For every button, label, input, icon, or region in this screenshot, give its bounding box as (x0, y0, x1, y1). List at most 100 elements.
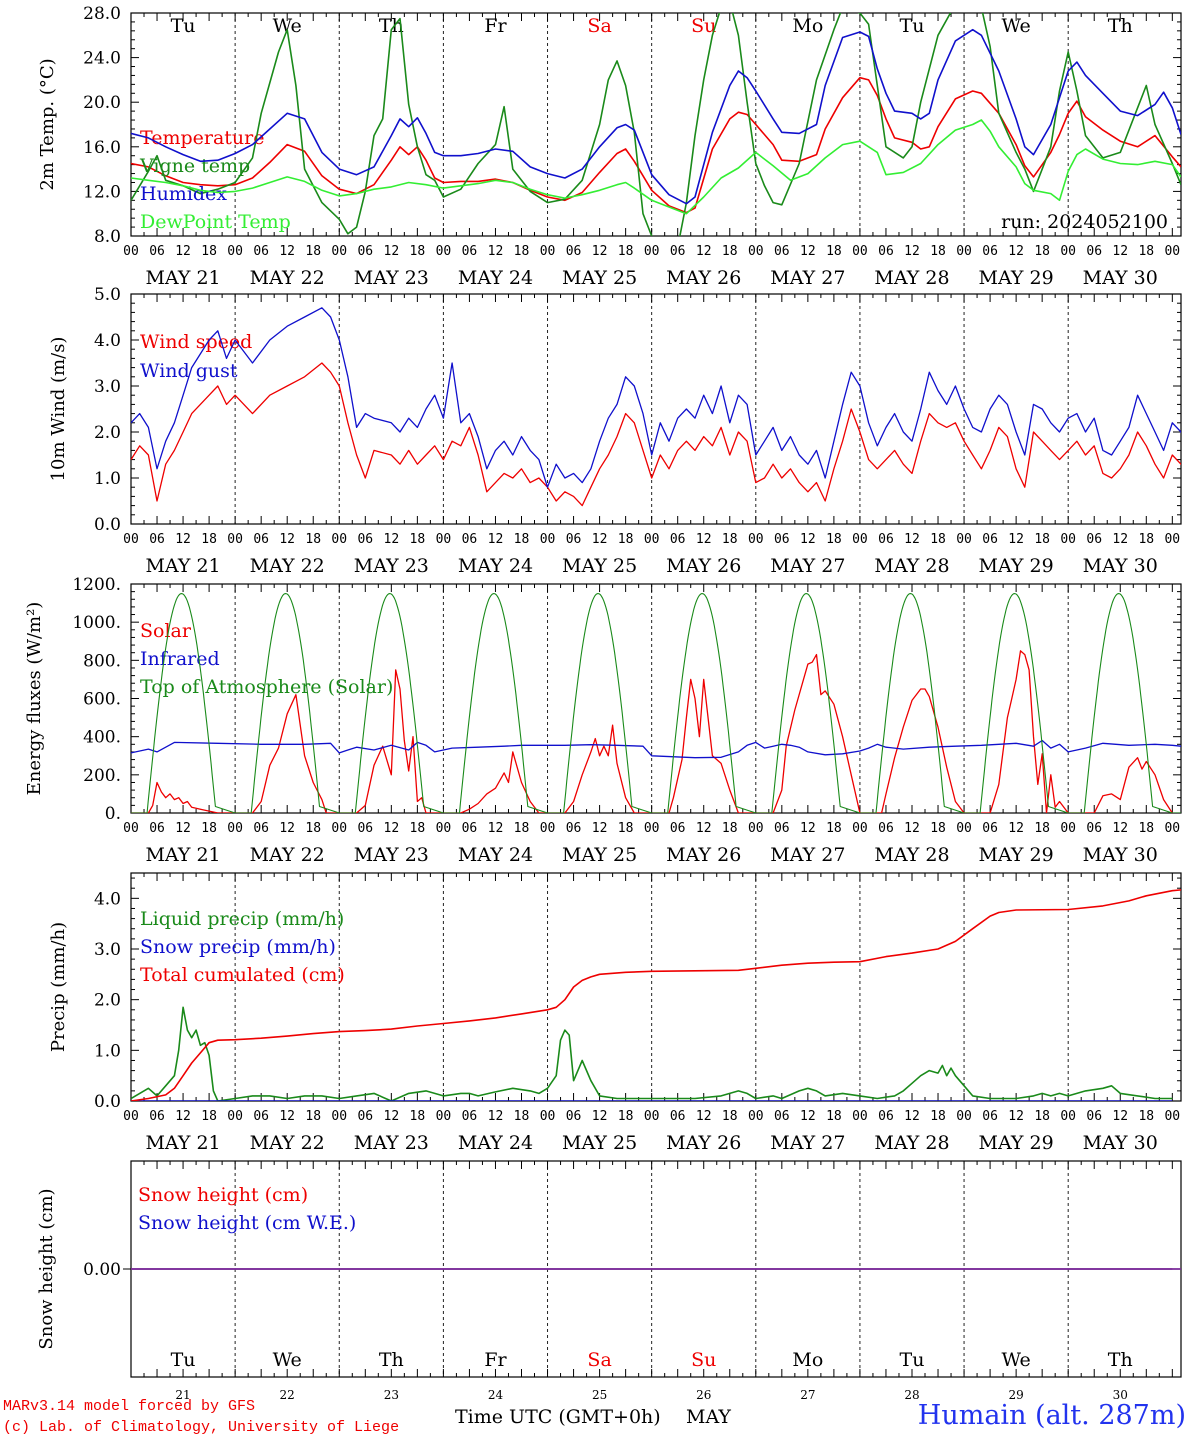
hour-tick-label: 00 (540, 1109, 556, 1124)
hour-tick-label: 00 (1164, 1109, 1180, 1124)
hour-tick-label: 00 (644, 532, 660, 547)
hour-tick-label: 12 (384, 821, 400, 836)
y-tick-label: 3.0 (94, 940, 121, 960)
date-label: MAY 24 (458, 1132, 533, 1154)
hour-tick-label: 06 (774, 532, 790, 547)
hour-tick-label: 12 (696, 1109, 712, 1124)
date-label: MAY 23 (354, 844, 429, 866)
day-number-label: 29 (1008, 1388, 1023, 1402)
day-number-label: 21 (175, 1388, 190, 1402)
hour-tick-label: 06 (670, 532, 686, 547)
series-wind-gust (131, 307, 1181, 488)
series-wind-speed (131, 362, 1181, 507)
station-title: Humain (alt. 287m) (917, 1400, 1186, 1431)
date-label: MAY 30 (1083, 844, 1158, 866)
hour-tick-label: 18 (722, 532, 738, 547)
hour-tick-label: 06 (878, 1109, 894, 1124)
hour-tick-label: 12 (1008, 532, 1024, 547)
date-label: MAY 26 (666, 1132, 741, 1154)
panel-frame (130, 583, 1182, 814)
hour-tick-label: 06 (462, 532, 478, 547)
hour-tick-label: 00 (227, 1109, 243, 1124)
bottom-weekday-label: Th (379, 1349, 404, 1371)
hour-tick-label: 18 (305, 1109, 321, 1124)
date-label: MAY 22 (250, 555, 325, 577)
hour-tick-label: 06 (566, 532, 582, 547)
hour-tick-label: 00 (436, 1109, 452, 1124)
hour-tick-label: 00 (956, 532, 972, 547)
hour-tick-label: 18 (410, 821, 426, 836)
weekday-label: Su (691, 15, 716, 37)
bottom-weekday-label: We (1002, 1349, 1031, 1371)
panel-2 (130, 293, 1182, 525)
y-tick-label: 0.0 (94, 515, 121, 535)
day-number-label: 26 (696, 1388, 711, 1402)
legend-series-wind-speed: Wind speed (140, 331, 252, 353)
day-number-label: 25 (592, 1388, 607, 1402)
hour-tick-label: 18 (201, 532, 217, 547)
weekday-label: Mo (792, 15, 823, 37)
date-label: MAY 29 (979, 267, 1054, 289)
day-number-label: 27 (800, 1388, 815, 1402)
hour-tick-label: 00 (331, 532, 347, 547)
bottom-weekday-label: We (273, 1349, 302, 1371)
x-axis-label: Time UTC (GMT+0h) (455, 1406, 661, 1428)
date-label: MAY 28 (874, 1132, 949, 1154)
hour-tick-label: 06 (566, 821, 582, 836)
bottom-weekday-label: Sa (587, 1349, 611, 1371)
hour-tick-label: 06 (149, 821, 165, 836)
hour-tick-label: 00 (123, 821, 139, 836)
hour-tick-label: 00 (1164, 532, 1180, 547)
hour-tick-label: 00 (1060, 244, 1076, 259)
date-label: MAY 23 (354, 1132, 429, 1154)
hour-tick-label: 06 (878, 532, 894, 547)
weekday-label: Sa (587, 15, 611, 37)
y-tick-label: 24.0 (83, 49, 121, 69)
date-label: MAY 27 (770, 267, 845, 289)
day-number-label: 22 (280, 1388, 295, 1402)
series-liquid-precip-mm-h (131, 1006, 1173, 1101)
panel-1 (130, 12, 1182, 237)
legend-series-total-cumulated-cm: Total cumulated (cm) (140, 964, 345, 986)
y-tick-label: 8.0 (94, 227, 121, 247)
hour-tick-label: 12 (1112, 532, 1128, 547)
date-label: MAY 22 (250, 267, 325, 289)
legend-series-humidex: Humidex (140, 183, 227, 205)
hour-tick-label: 00 (123, 532, 139, 547)
hour-tick-label: 18 (1034, 532, 1050, 547)
hour-tick-label: 06 (253, 1109, 269, 1124)
hour-tick-label: 18 (514, 1109, 530, 1124)
hour-tick-label: 12 (592, 244, 608, 259)
hour-tick-label: 06 (253, 821, 269, 836)
hour-tick-label: 12 (904, 532, 920, 547)
hour-tick-label: 12 (592, 532, 608, 547)
series-total-cumulated-cm (131, 889, 1181, 1101)
hour-tick-label: 00 (956, 244, 972, 259)
hour-tick-label: 12 (279, 821, 295, 836)
hour-tick-label: 18 (722, 244, 738, 259)
legend-series-wind-gust: Wind gust (140, 360, 238, 382)
month-label: MAY (686, 1406, 731, 1428)
y-tick-label: 0.0 (94, 1092, 121, 1112)
hour-tick-label: 00 (1060, 821, 1076, 836)
hour-tick-label: 00 (1060, 532, 1076, 547)
hour-tick-label: 12 (1112, 821, 1128, 836)
hour-tick-label: 06 (462, 821, 478, 836)
hour-tick-label: 12 (488, 532, 504, 547)
hour-tick-label: 06 (982, 1109, 998, 1124)
hour-tick-label: 12 (279, 532, 295, 547)
hour-tick-label: 06 (357, 1109, 373, 1124)
hour-tick-label: 18 (1034, 1109, 1050, 1124)
hour-tick-label: 18 (514, 821, 530, 836)
date-label: MAY 21 (145, 844, 220, 866)
hour-tick-label: 00 (644, 1109, 660, 1124)
date-label: MAY 28 (874, 555, 949, 577)
hour-tick-label: 06 (774, 244, 790, 259)
hour-tick-label: 18 (410, 1109, 426, 1124)
hour-tick-label: 18 (930, 821, 946, 836)
hour-tick-label: 00 (748, 821, 764, 836)
date-label: MAY 27 (770, 1132, 845, 1154)
date-label: MAY 26 (666, 555, 741, 577)
y-tick-label: 1.0 (94, 1041, 121, 1061)
